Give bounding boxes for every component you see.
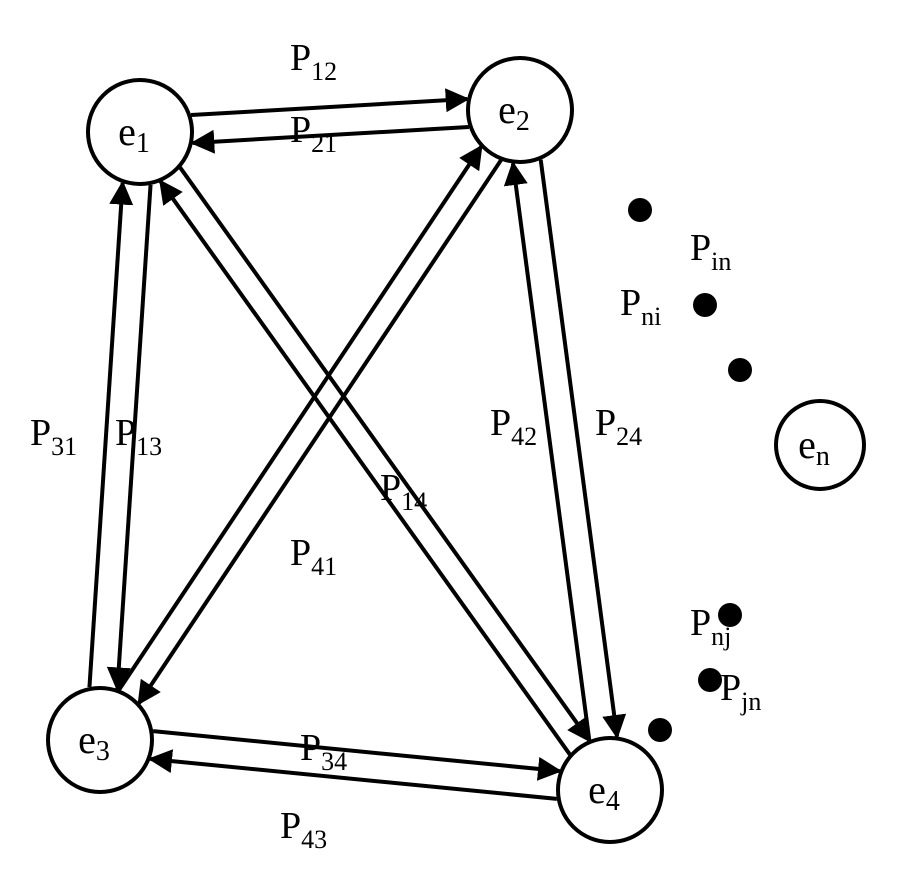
dots-group <box>628 198 752 742</box>
free-label-jn: Pjn <box>720 667 761 716</box>
dot-1 <box>693 293 717 317</box>
edge-e1-e4 <box>180 167 590 740</box>
edge-e4-e1 <box>160 181 570 754</box>
edge-e1-e2 <box>191 99 467 115</box>
edge-label-e1-e4: P14 <box>380 467 427 516</box>
free-label-ni: Pni <box>620 282 661 331</box>
dot-4 <box>698 668 722 692</box>
dot-2 <box>728 358 752 382</box>
edge-label-e2-e1: P21 <box>290 109 337 158</box>
dot-0 <box>628 198 652 222</box>
edge-label-e4-e2: P42 <box>490 402 537 451</box>
edge-label-e1-e3: P13 <box>115 412 162 461</box>
free-labels-group: PinPniPnjPjn <box>620 227 761 716</box>
edge-label-e3-e1: P31 <box>30 412 77 461</box>
edge-label-e4-e3: P43 <box>280 805 327 854</box>
edge-label-e1-e2: P12 <box>290 37 337 86</box>
edge-label-e2-e4: P24 <box>595 402 642 451</box>
edge-e2-e3 <box>139 160 501 703</box>
nodes-group: e1e2e3e4en <box>48 58 864 842</box>
dot-5 <box>648 718 672 742</box>
edge-label-e3-e4: P34 <box>300 727 347 776</box>
graph-diagram: P12 P21 P13 P31 P14 P41 P24 P42 P34 P43e1e2e3e4en… <box>0 0 897 885</box>
edge-label-e4-e1: P41 <box>290 532 337 581</box>
free-label-in: Pin <box>690 227 731 276</box>
edge-e3-e2 <box>119 147 481 690</box>
